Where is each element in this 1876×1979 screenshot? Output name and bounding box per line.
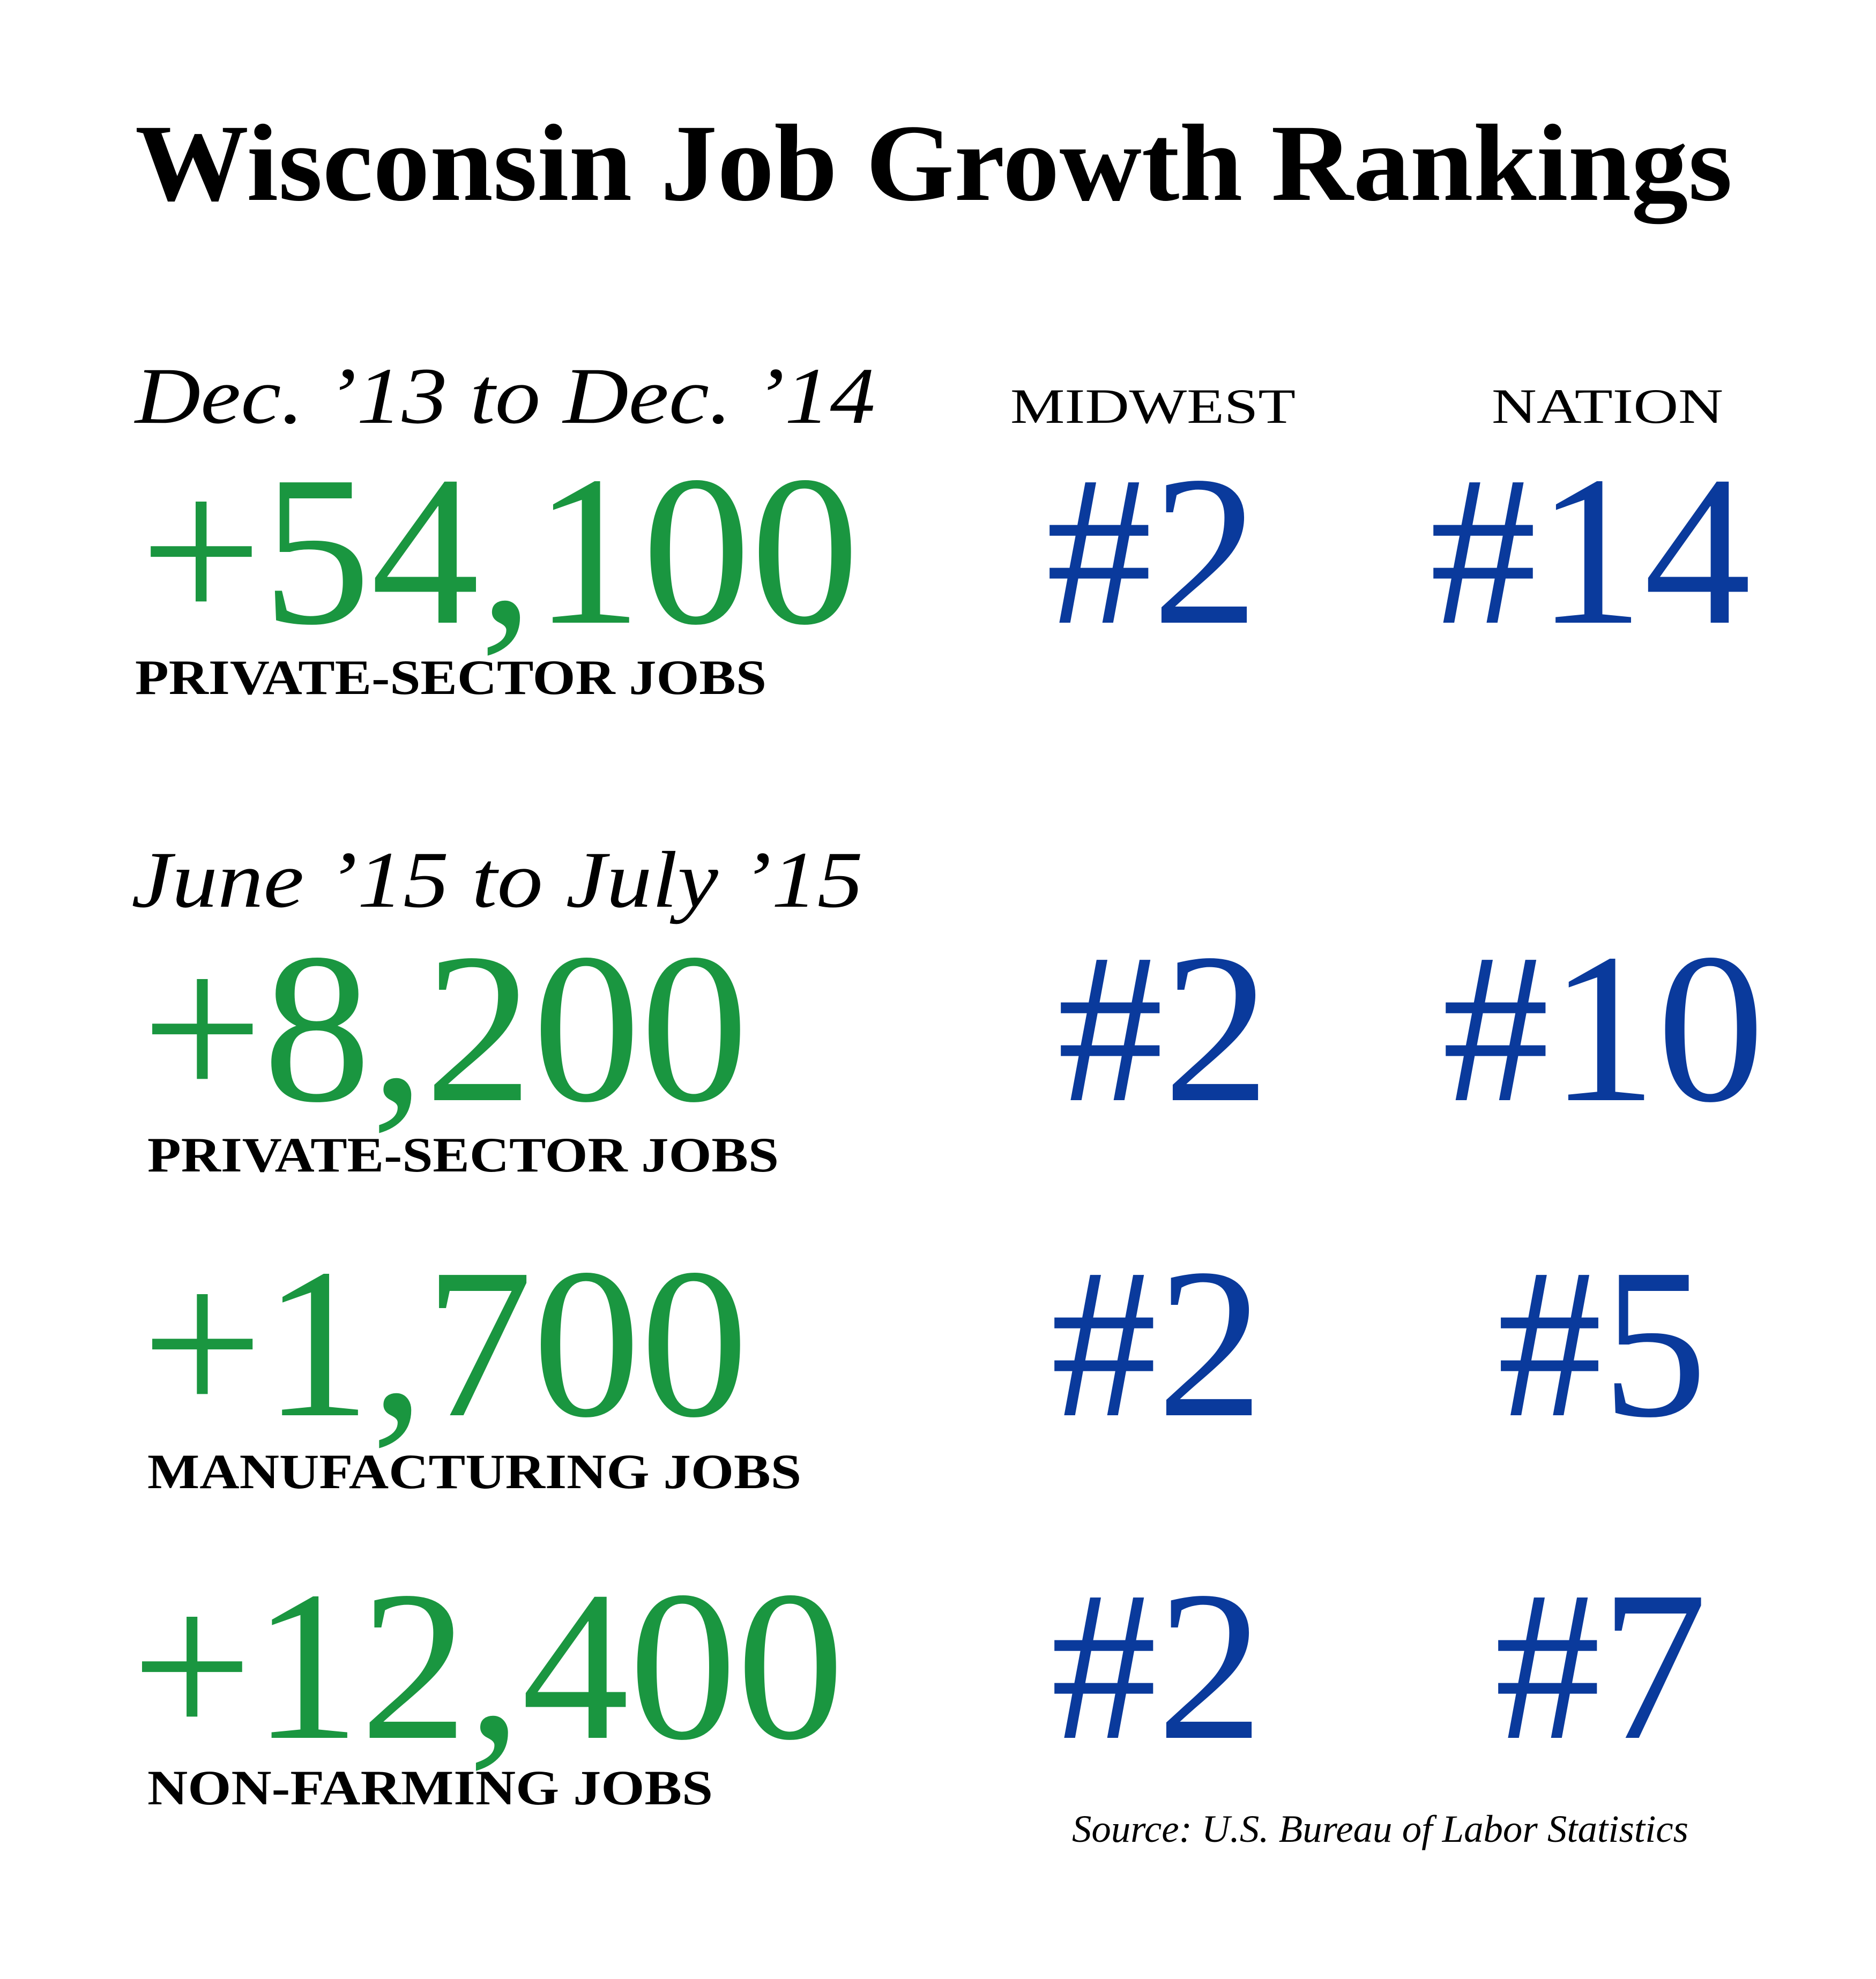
nation-rank: #14 bbox=[1430, 432, 1751, 669]
column-header: MIDWEST bbox=[1010, 379, 1296, 434]
job-label: MANUFACTURING JOBS bbox=[147, 1444, 801, 1499]
midwest-rank: #2 bbox=[1057, 909, 1270, 1147]
midwest-rank: #2 bbox=[1046, 432, 1259, 669]
job-count: +54,100 bbox=[140, 432, 859, 669]
job-label: PRIVATE-SECTOR JOBS bbox=[135, 650, 766, 705]
midwest-rank: #2 bbox=[1051, 1547, 1263, 1784]
column-header: NATION bbox=[1492, 379, 1723, 434]
midwest-rank: #2 bbox=[1051, 1224, 1263, 1462]
period: Dec. ’13 to Dec. ’14 bbox=[134, 352, 875, 440]
source-note: Source: U.S. Bureau of Labor Statistics bbox=[1072, 1808, 1688, 1850]
job-count: +1,700 bbox=[142, 1224, 748, 1462]
title: Wisconsin Job Growth Rankings bbox=[135, 102, 1732, 224]
job-label: PRIVATE-SECTOR JOBS bbox=[147, 1127, 779, 1182]
job-count: +12,400 bbox=[131, 1547, 844, 1784]
nation-rank: #5 bbox=[1497, 1224, 1707, 1462]
nation-rank: #7 bbox=[1494, 1547, 1707, 1784]
job-label: NON-FARMING JOBS bbox=[147, 1760, 713, 1815]
nation-rank: #10 bbox=[1442, 909, 1765, 1147]
period: June ’15 to July ’15 bbox=[131, 835, 863, 924]
job-count: +8,200 bbox=[142, 909, 748, 1147]
